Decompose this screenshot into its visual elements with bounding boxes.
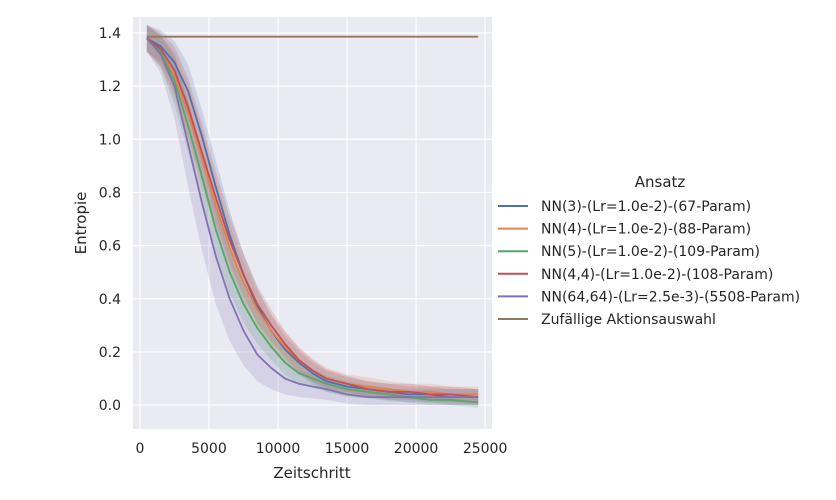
series-band-0: [146, 25, 479, 406]
series-line-0: [146, 37, 479, 399]
series-band-4: [146, 25, 479, 406]
x-axis-label: Zeitschritt: [273, 464, 350, 482]
x-tick-label: 25000: [463, 441, 508, 457]
legend-label: NN(4,4)-(Lr=1.0e-2)-(108-Param): [541, 267, 773, 283]
x-tick-label: 0: [135, 441, 144, 457]
x-tick-label: 5000: [191, 441, 227, 457]
series-band-3: [146, 25, 479, 406]
legend: Ansatz NN(3)-(Lr=1.0e-2)-(67-Param) NN(4)…: [498, 173, 800, 328]
grid-lines: [133, 17, 492, 429]
y-tick-label: 1.0: [99, 132, 121, 148]
y-tick-labels: 0.0 0.2 0.4 0.6 0.8 1.0 1.2 1.4: [99, 26, 121, 414]
y-tick-label: 0.8: [99, 185, 121, 201]
legend-label: NN(5)-(Lr=1.0e-2)-(109-Param): [541, 244, 760, 260]
y-tick-label: 1.2: [99, 79, 121, 95]
y-axis-label: Entropie: [72, 192, 90, 255]
x-tick-label: 10000: [256, 441, 301, 457]
y-tick-label: 0.6: [99, 239, 121, 255]
y-tick-label: 0.0: [99, 398, 121, 414]
x-tick-label: 15000: [325, 441, 370, 457]
legend-title: Ansatz: [635, 173, 686, 191]
y-tick-label: 0.2: [99, 345, 121, 361]
y-tick-label: 1.4: [99, 26, 121, 42]
series-lines: [146, 35, 479, 404]
series-line-4: [146, 37, 479, 399]
series-line-3: [146, 37, 479, 398]
legend-label: Zufällige Aktionsauswahl: [541, 312, 716, 328]
legend-label: NN(3)-(Lr=1.0e-2)-(67-Param): [541, 199, 751, 215]
legend-label: NN(64,64)-(Lr=2.5e-3)-(5508-Param): [541, 289, 800, 305]
y-tick-label: 0.4: [99, 292, 121, 308]
legend-label: NN(4)-(Lr=1.0e-2)-(88-Param): [541, 222, 751, 238]
series-band-1: [146, 25, 479, 403]
x-tick-labels: 0 5000 10000 15000 20000 25000: [135, 441, 507, 457]
x-tick-label: 20000: [394, 441, 439, 457]
